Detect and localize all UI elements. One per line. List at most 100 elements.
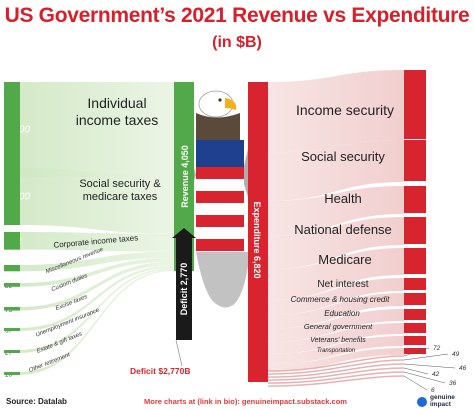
expenditure-flow [268,140,404,201]
expenditure-label: General government [304,322,373,331]
revenue-source-bar [4,350,20,353]
more-charts-link[interactable]: More charts at (link in bio): genuineimp… [144,397,347,406]
brand-logo-icon [417,397,427,407]
revenue-flow [18,269,174,375]
expenditure-small-value: 42 [432,371,440,378]
expenditure-small-flow [267,359,405,375]
revenue-label-line: income taxes [76,112,158,128]
expenditure-label: Social security [301,149,385,164]
expenditure-target-bar [404,323,426,333]
expenditure-target-bar [404,217,426,244]
expenditure-small-flow [267,355,405,372]
expenditure-small-value: 6 [431,387,435,394]
shield-stripe [196,239,244,251]
expenditure-small-flow [267,363,405,378]
expenditure-flow [268,248,404,300]
expenditure-label: Health [324,191,362,206]
expenditure-label: Income security [296,102,394,118]
expenditure-flow [268,293,404,329]
expenditure-label: Medicare [318,252,371,267]
expenditure-target-bar [404,248,426,274]
expenditure-label: National defense [294,222,392,237]
expenditure-small-flow [267,367,405,381]
shield-stripe [196,179,244,191]
revenue-source-bar [4,372,20,375]
shield-stripe [196,215,244,227]
expenditure-target-bar [404,348,426,354]
expenditure-flow [268,278,404,316]
revenue-flow [18,168,174,234]
expenditure-flow [268,186,404,236]
expenditure-label: Commerce & housing credit [291,295,390,304]
expenditure-small-leader [403,375,428,391]
revenue-source-bar [4,283,20,287]
source-note: Source: Datalab [6,397,67,406]
expenditure-small-value: 72 [433,345,441,352]
shield-stripe [196,191,244,203]
expenditure-target-bar [404,140,426,181]
expenditure-small-value: 49 [452,351,460,358]
expenditure-target-bar [404,293,426,305]
revenue-source-bar [4,265,20,272]
deficit-node-bar [176,238,192,340]
expenditure-label: Education [324,309,360,318]
expenditure-flow [268,217,404,270]
revenue-source-bar [4,82,20,177]
brand-line-1: genuine [430,394,455,401]
expenditure-target-bar [404,186,426,213]
deficit-node-label: Deficit 2,770 [179,263,189,316]
revenue-node-bar [174,82,194,272]
revenue-label: Unemployment insurance [35,307,101,338]
expenditure-small-flow [267,375,405,387]
revenue-flow [18,232,174,252]
revenue-flows [18,82,174,375]
revenue-label-line: Social security & [79,178,161,190]
revenue-flow [18,265,174,331]
shield-stripe [196,167,244,179]
brand-line-2: impact [430,401,451,408]
revenue-flow [18,268,174,353]
revenue-source-bar [4,307,20,311]
expenditure-target-bar [404,278,426,290]
revenue-flow [18,261,174,311]
expenditure-label: Net interest [317,279,368,290]
expenditure-label: Transportation [317,348,356,354]
expenditure-node-label: Expenditure 6,820 [252,201,262,278]
expenditure-flow [268,309,404,342]
expenditure-small-leader [403,353,449,361]
revenue-node-label: Revenue 4,050 [180,145,190,208]
expenditure-small-leader [403,367,429,375]
revenue-flow [18,82,174,177]
deficit-note: Deficit $2,770B [130,366,190,376]
expenditure-label: Veterans' benefits [310,337,366,344]
revenue-source-bar [4,232,20,250]
revenue-flow [18,251,174,272]
expenditure-small-value: 36 [449,380,457,387]
expenditure-flow [268,70,404,153]
deficit-arrow-icon [172,228,196,238]
expenditure-small-leader [403,347,430,357]
brand-logo: genuine impact [430,394,455,408]
revenue-source-bar [4,328,20,331]
deficit-connector [175,339,183,367]
revenue-label-line: Individual [87,95,146,111]
expenditure-flows [268,70,404,372]
expenditure-flow [268,336,404,365]
chart-subtitle: (in $B) [212,34,262,51]
expenditure-small-flow [267,371,405,384]
footer-bar [0,395,474,410]
expenditure-small-value: 46 [459,365,467,372]
revenue-label: Social security & medicare taxes [79,178,161,203]
expenditure-target-bar [404,70,426,139]
revenue-label: Individual income taxes [76,95,158,128]
chart-title: US Government’s 2021 Revenue vs Expendit… [4,4,470,27]
expenditure-target-bar [404,309,426,320]
revenue-label-line: medicare taxes [83,191,158,203]
revenue-label: Other retirement [28,352,71,374]
revenue-source-bar [4,168,20,225]
expenditure-small-leader [403,371,446,384]
shield-stripe [196,203,244,215]
expenditure-node-bar [248,82,268,382]
expenditure-small-leader [403,363,456,369]
